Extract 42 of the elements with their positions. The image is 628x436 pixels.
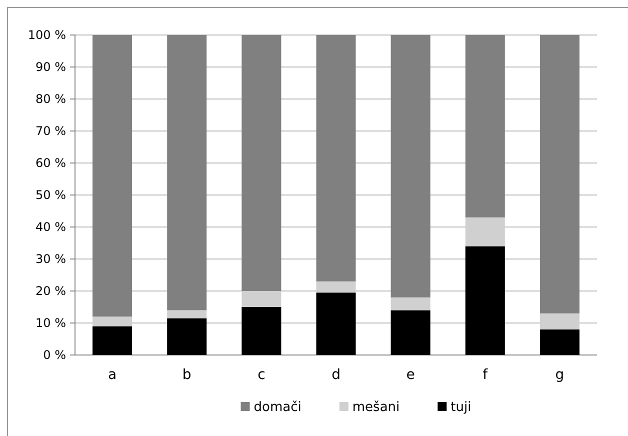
- bar: [316, 281, 356, 293]
- bar: [390, 310, 430, 355]
- bar: [92, 326, 132, 355]
- bar: [316, 35, 356, 282]
- y-tick-label: 10 %: [36, 316, 66, 330]
- bar: [465, 217, 505, 246]
- bar: [167, 310, 207, 318]
- bar: [390, 35, 430, 298]
- y-tick-label: 50 %: [36, 188, 66, 202]
- y-tick-label: 0 %: [43, 348, 66, 362]
- y-tick-label: 30 %: [36, 252, 66, 266]
- y-tick-label: 20 %: [36, 284, 66, 298]
- y-tick-label: 100 %: [28, 28, 66, 42]
- y-tick-label: 60 %: [36, 156, 66, 170]
- bar: [92, 316, 132, 326]
- legend-label: mešani: [352, 400, 400, 415]
- x-tick-label: g: [555, 366, 564, 383]
- bar: [167, 35, 207, 310]
- y-tick-label: 80 %: [36, 92, 66, 106]
- bar: [242, 291, 282, 307]
- bar: [167, 318, 207, 355]
- bar: [540, 35, 580, 314]
- bar: [316, 292, 356, 355]
- legend-label: tuji: [450, 400, 472, 415]
- y-tick-label: 40 %: [36, 220, 66, 234]
- bar: [540, 313, 580, 330]
- bar: [465, 35, 505, 218]
- y-tick-label: 90 %: [36, 60, 66, 74]
- x-tick-label: a: [108, 366, 117, 383]
- x-tick-label: d: [332, 366, 340, 383]
- x-tick-label: b: [182, 366, 192, 383]
- bar: [540, 329, 580, 355]
- x-tick-label: e: [406, 366, 415, 383]
- y-tick-label: 70 %: [36, 124, 66, 138]
- bar: [465, 246, 505, 355]
- bar: [390, 297, 430, 310]
- x-tick-label: c: [258, 366, 266, 383]
- x-tick-label: f: [482, 366, 489, 383]
- bar: [242, 307, 282, 355]
- bar: [242, 35, 282, 291]
- legend-label: domači: [254, 400, 302, 415]
- bar: [92, 35, 132, 317]
